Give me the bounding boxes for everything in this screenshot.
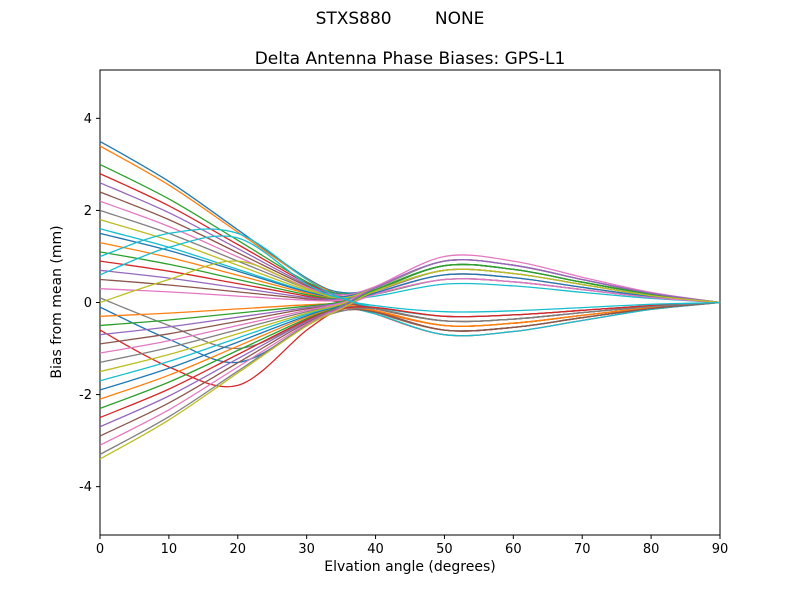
x-tick-label: 60 xyxy=(505,542,522,557)
figure-suptitle: STXS880 NONE xyxy=(315,9,485,29)
x-tick-label: 70 xyxy=(574,542,591,557)
y-tick-label: 4 xyxy=(84,112,92,127)
chart-title: Delta Antenna Phase Biases: GPS-L1 xyxy=(254,49,566,69)
series-line-27 xyxy=(99,259,721,354)
x-tick-label: 30 xyxy=(298,542,315,557)
x-tick-label: 80 xyxy=(643,542,660,557)
y-tick-label: 2 xyxy=(84,204,92,219)
x-tick-label: 40 xyxy=(367,542,384,557)
series-line-20 xyxy=(99,235,721,304)
y-axis-label: Bias from mean (mm) xyxy=(49,225,65,379)
x-tick-label: 10 xyxy=(161,542,178,557)
x-tick-label: 50 xyxy=(436,542,453,557)
series-line-40 xyxy=(99,228,721,313)
x-tick-label: 0 xyxy=(96,542,104,557)
series-line-29 xyxy=(99,268,721,373)
series-line-07 xyxy=(99,200,721,304)
series-line-06 xyxy=(99,191,721,323)
series-line-02 xyxy=(99,145,721,332)
series-line-36 xyxy=(99,301,721,437)
series-line-32 xyxy=(99,301,721,400)
y-tick-label: -2 xyxy=(79,388,92,403)
series-line-38 xyxy=(99,301,721,455)
series-line-30 xyxy=(99,301,721,382)
y-tick-label: 0 xyxy=(84,296,92,311)
plot-border xyxy=(99,69,721,536)
series-line-39 xyxy=(99,268,721,460)
x-tick-label: 20 xyxy=(230,542,247,557)
x-tick-label: 90 xyxy=(712,542,729,557)
series-line-35 xyxy=(99,259,721,428)
series-line-04 xyxy=(99,173,721,327)
y-tick-label: -4 xyxy=(79,480,92,495)
series-line-34 xyxy=(99,301,721,419)
x-axis-label: Elvation angle (degrees) xyxy=(324,559,496,575)
series-line-33 xyxy=(99,263,721,410)
series-line-31 xyxy=(99,273,721,391)
series-line-37 xyxy=(99,278,721,446)
